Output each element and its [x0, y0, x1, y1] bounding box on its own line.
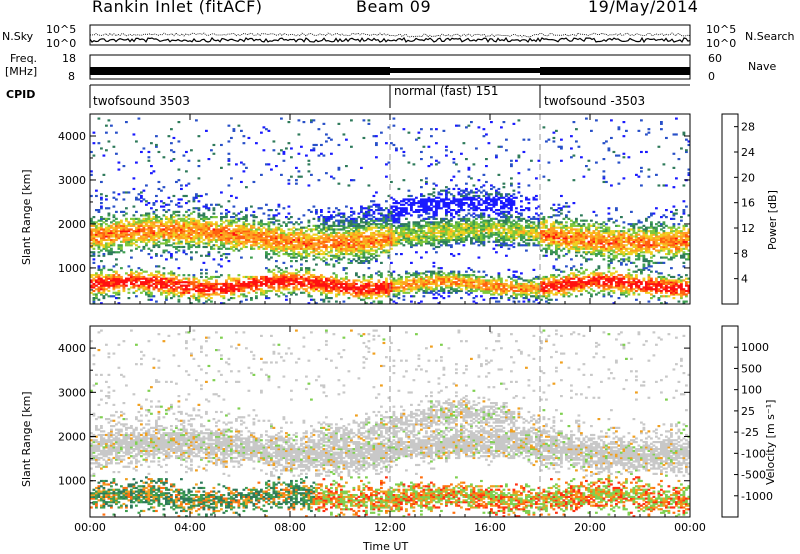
nsky-label: N.Sky — [2, 30, 34, 43]
nsearch-tick-top: 10^5 — [706, 23, 737, 36]
ytick-label-1-2: 3000 — [58, 386, 86, 399]
xtick-label-4: 16:00 — [474, 521, 506, 534]
ytick-label-0-3: 4000 — [58, 130, 86, 143]
freq-tick-top: 18 — [62, 52, 76, 65]
xtick-label-3: 12:00 — [374, 521, 406, 534]
nsky-tick-top: 10^5 — [46, 23, 77, 36]
colorbar-tick-1-0: 1000 — [741, 341, 769, 354]
colorbar-tick-0-1: 8 — [741, 247, 748, 260]
colorbar-tick-0-3: 16 — [741, 197, 755, 210]
freq-label-2: [MHz] — [5, 65, 38, 78]
colorbar-tick-0-5: 24 — [741, 146, 755, 159]
freq-band-3 — [540, 67, 690, 75]
freq-label-1: Freq. — [10, 52, 38, 65]
ytick-label-1-3: 4000 — [58, 342, 86, 355]
colorbar-frame-1 — [721, 325, 739, 518]
freq-band-2 — [390, 68, 540, 73]
nave-tick-top: 60 — [708, 52, 722, 65]
date-title: 19/May/2014 — [588, 0, 699, 16]
xtick-label-5: 20:00 — [574, 521, 606, 534]
xtick-label-6: 00:00 — [674, 521, 706, 534]
nsearch-label: N.Search — [745, 30, 795, 43]
station-title: Rankin Inlet (fitACF) — [92, 0, 263, 16]
heatmap-cells-1 — [90, 329, 691, 518]
colorbar-tick-0-4: 20 — [741, 171, 755, 184]
colorbar-tick-1-7: -1000 — [741, 490, 773, 503]
ytick-label-1-0: 1000 — [58, 475, 86, 488]
colorbar-tick-1-1: 500 — [741, 362, 762, 375]
nave-label: Nave — [748, 60, 777, 73]
nsky-tick-bottom: 10^0 — [46, 37, 77, 50]
colorbar-tick-1-3: 25 — [741, 405, 755, 418]
heatmap-cells-0 — [90, 117, 691, 305]
nsearch-tick-bottom: 10^0 — [706, 37, 737, 50]
cpid-label: CPID — [6, 88, 36, 101]
colorbar-tick-1-4: -25 — [741, 426, 759, 439]
colorbar-tick-0-0: 4 — [741, 273, 748, 286]
cpid-segment-1: twofsound 3503 — [93, 94, 190, 108]
colorbar-tick-1-5: -100 — [741, 447, 766, 460]
nsearch-trace — [89, 32, 691, 38]
freq-band-1 — [90, 67, 390, 75]
colorbar-tick-0-2: 12 — [741, 222, 755, 235]
beam-title: Beam 09 — [356, 0, 432, 16]
colorbar-tick-0-6: 28 — [741, 121, 755, 134]
ytick-label-0-2: 3000 — [58, 174, 86, 187]
ytick-label-1-1: 2000 — [58, 431, 86, 444]
nave-tick-bottom: 0 — [708, 70, 715, 83]
xtick-label-1: 04:00 — [174, 521, 206, 534]
colorbar-tick-1-6: -500 — [741, 469, 766, 482]
nsky-trace — [89, 36, 691, 44]
cpid-segment-2: normal (fast) 151 — [394, 84, 499, 98]
colorbar-frame-0 — [721, 113, 739, 305]
cpid-segment-3: twofsound -3503 — [544, 94, 646, 108]
x-axis-label: Time UT — [363, 540, 409, 553]
xtick-label-0: 00:00 — [74, 521, 106, 534]
ytick-label-0-1: 2000 — [58, 218, 86, 231]
freq-tick-bottom: 8 — [68, 70, 75, 83]
ytick-label-0-0: 1000 — [58, 262, 86, 275]
xtick-label-2: 08:00 — [274, 521, 306, 534]
colorbar-tick-1-2: 100 — [741, 384, 762, 397]
